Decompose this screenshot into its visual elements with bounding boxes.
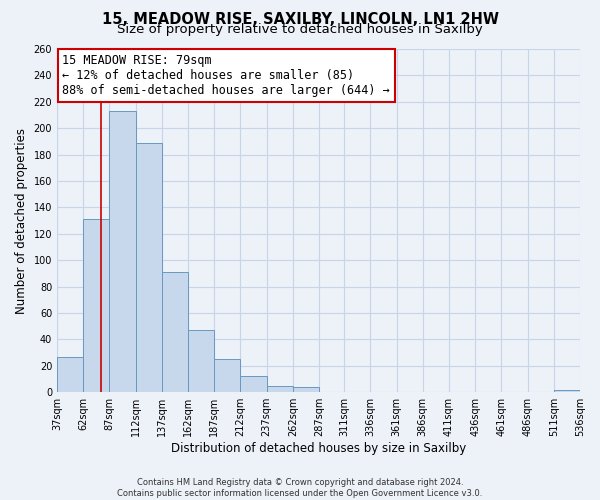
Text: Contains HM Land Registry data © Crown copyright and database right 2024.
Contai: Contains HM Land Registry data © Crown c… — [118, 478, 482, 498]
Y-axis label: Number of detached properties: Number of detached properties — [15, 128, 28, 314]
Bar — [109, 111, 136, 392]
Bar — [214, 359, 241, 392]
Bar — [293, 387, 319, 392]
X-axis label: Distribution of detached houses by size in Saxilby: Distribution of detached houses by size … — [171, 442, 466, 455]
Bar — [241, 376, 266, 392]
Bar — [83, 220, 109, 392]
Text: 15, MEADOW RISE, SAXILBY, LINCOLN, LN1 2HW: 15, MEADOW RISE, SAXILBY, LINCOLN, LN1 2… — [101, 12, 499, 28]
Bar — [188, 330, 214, 392]
Bar — [266, 386, 293, 392]
Text: Size of property relative to detached houses in Saxilby: Size of property relative to detached ho… — [117, 22, 483, 36]
Bar — [136, 142, 162, 392]
Bar — [554, 390, 580, 392]
Bar — [162, 272, 188, 392]
Text: 15 MEADOW RISE: 79sqm
← 12% of detached houses are smaller (85)
88% of semi-deta: 15 MEADOW RISE: 79sqm ← 12% of detached … — [62, 54, 390, 97]
Bar — [57, 356, 83, 392]
